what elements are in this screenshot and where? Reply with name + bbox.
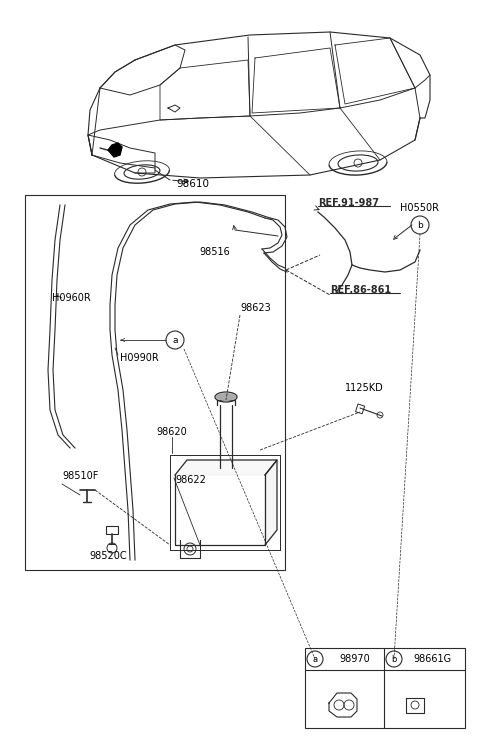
Ellipse shape bbox=[216, 393, 236, 401]
Text: 98520C: 98520C bbox=[89, 551, 127, 561]
Text: 98622: 98622 bbox=[175, 475, 206, 485]
Polygon shape bbox=[175, 460, 277, 475]
Text: REF.86-861: REF.86-861 bbox=[330, 285, 391, 295]
Text: H0990R: H0990R bbox=[120, 353, 159, 363]
Text: 98620: 98620 bbox=[156, 427, 187, 437]
Text: 98510F: 98510F bbox=[62, 471, 98, 481]
Text: H0550R: H0550R bbox=[400, 203, 439, 213]
Polygon shape bbox=[108, 143, 122, 157]
Text: 1125KD: 1125KD bbox=[345, 383, 384, 393]
Bar bbox=[106, 526, 118, 534]
Text: a: a bbox=[172, 336, 178, 345]
Bar bbox=[305, 648, 465, 728]
Text: H0960R: H0960R bbox=[52, 293, 91, 303]
Text: 98610: 98610 bbox=[177, 179, 209, 189]
Text: REF.91-987: REF.91-987 bbox=[318, 198, 379, 208]
Polygon shape bbox=[265, 460, 277, 545]
Text: 98623: 98623 bbox=[240, 303, 271, 313]
Text: 98516: 98516 bbox=[200, 247, 230, 257]
Text: b: b bbox=[391, 655, 396, 663]
Bar bbox=[25, 195, 285, 570]
Text: b: b bbox=[417, 221, 423, 230]
Text: a: a bbox=[312, 655, 318, 663]
Bar bbox=[356, 404, 365, 414]
Text: 98970: 98970 bbox=[340, 654, 371, 664]
Text: 98661G: 98661G bbox=[413, 654, 451, 664]
